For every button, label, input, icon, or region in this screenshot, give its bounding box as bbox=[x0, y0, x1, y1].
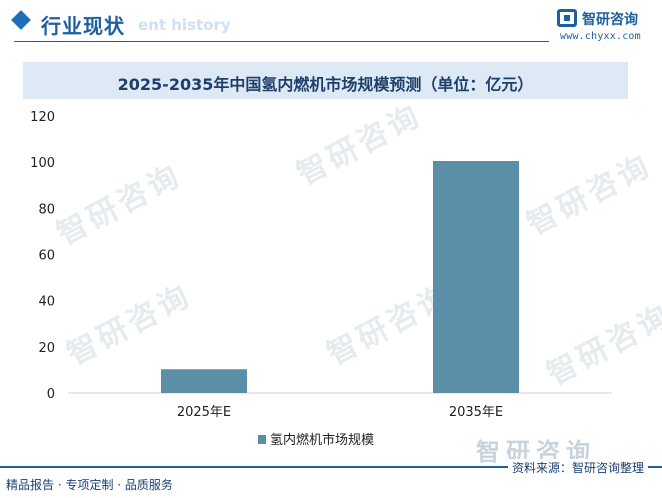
footer-slogan: 精品报告 · 专项定制 · 品质服务 bbox=[6, 478, 173, 492]
footer-divider bbox=[0, 466, 662, 468]
x-tick-label: 2035年E bbox=[449, 405, 503, 420]
legend-swatch bbox=[258, 435, 266, 444]
brand-url: www.chyxx.com bbox=[560, 31, 641, 42]
header: ent history 行业现状 智研咨询 www.chyxx.com bbox=[0, 0, 662, 46]
y-tick-label: 20 bbox=[38, 341, 55, 356]
y-tick-label: 40 bbox=[38, 295, 55, 310]
y-tick-label: 0 bbox=[47, 387, 55, 402]
bar-2 bbox=[433, 161, 519, 393]
section-title: 行业现状 bbox=[41, 14, 125, 38]
header-divider bbox=[14, 41, 549, 42]
chart-title: 2025-2035年中国氢内燃机市场规模预测（单位：亿元） bbox=[117, 75, 534, 94]
brand: 智研咨询 www.chyxx.com bbox=[557, 9, 657, 43]
chart-title-bar: 2025-2035年中国氢内燃机市场规模预测（单位：亿元） bbox=[23, 62, 628, 99]
y-tick-label: 60 bbox=[38, 249, 55, 264]
section-subtitle: ent history bbox=[138, 16, 231, 34]
source-note: 资料来源：智研咨询整理 bbox=[507, 459, 648, 476]
y-tick-label: 80 bbox=[38, 202, 55, 217]
brand-name: 智研咨询 bbox=[582, 12, 638, 28]
legend-label: 氢内燃机市场规模 bbox=[270, 432, 374, 448]
bar-1 bbox=[161, 369, 247, 393]
y-tick-label: 100 bbox=[30, 156, 55, 171]
brand-logo-icon bbox=[557, 9, 577, 27]
y-tick-label: 120 bbox=[30, 110, 55, 125]
x-tick-label: 2025年E bbox=[177, 405, 231, 420]
